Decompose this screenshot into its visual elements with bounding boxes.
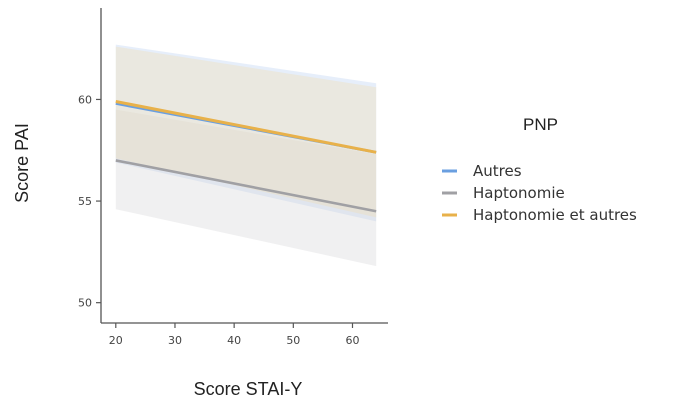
y-axis-ticks: 50 55 60 bbox=[78, 93, 101, 310]
legend-title: PNP bbox=[523, 115, 558, 134]
x-tick-label: 30 bbox=[168, 334, 182, 347]
regression-lines bbox=[115, 100, 377, 213]
x-axis-title: Score STAI-Y bbox=[194, 379, 303, 399]
y-tick-label: 60 bbox=[78, 93, 92, 106]
axes bbox=[100, 8, 388, 324]
legend: PNP Autres Haptonomie Haptonomie et autres bbox=[442, 115, 637, 224]
x-tick-label: 40 bbox=[227, 334, 241, 347]
x-tick-label: 20 bbox=[109, 334, 123, 347]
series-line-haptonomie-et-autres bbox=[115, 100, 377, 154]
legend-label-haptonomie: Haptonomie bbox=[473, 184, 565, 202]
ci-band-haptonomie-et-autres bbox=[115, 46, 377, 218]
legend-label-autres: Autres bbox=[473, 162, 522, 180]
confidence-bands bbox=[115, 44, 377, 267]
legend-label-haptonomie-et-autres: Haptonomie et autres bbox=[473, 206, 637, 224]
y-tick-label: 55 bbox=[78, 195, 92, 208]
ci-band-haptonomie bbox=[115, 109, 377, 267]
x-axis-ticks: 20 30 40 50 60 bbox=[109, 323, 359, 347]
x-tick-label: 60 bbox=[345, 334, 359, 347]
ci-band-autres bbox=[115, 44, 377, 222]
x-tick-label: 50 bbox=[286, 334, 300, 347]
series-line-haptonomie bbox=[115, 159, 377, 213]
y-axis-title: Score PAI bbox=[12, 123, 32, 203]
legend-items: Autres Haptonomie Haptonomie et autres bbox=[442, 162, 637, 224]
y-tick-label: 50 bbox=[78, 297, 92, 310]
